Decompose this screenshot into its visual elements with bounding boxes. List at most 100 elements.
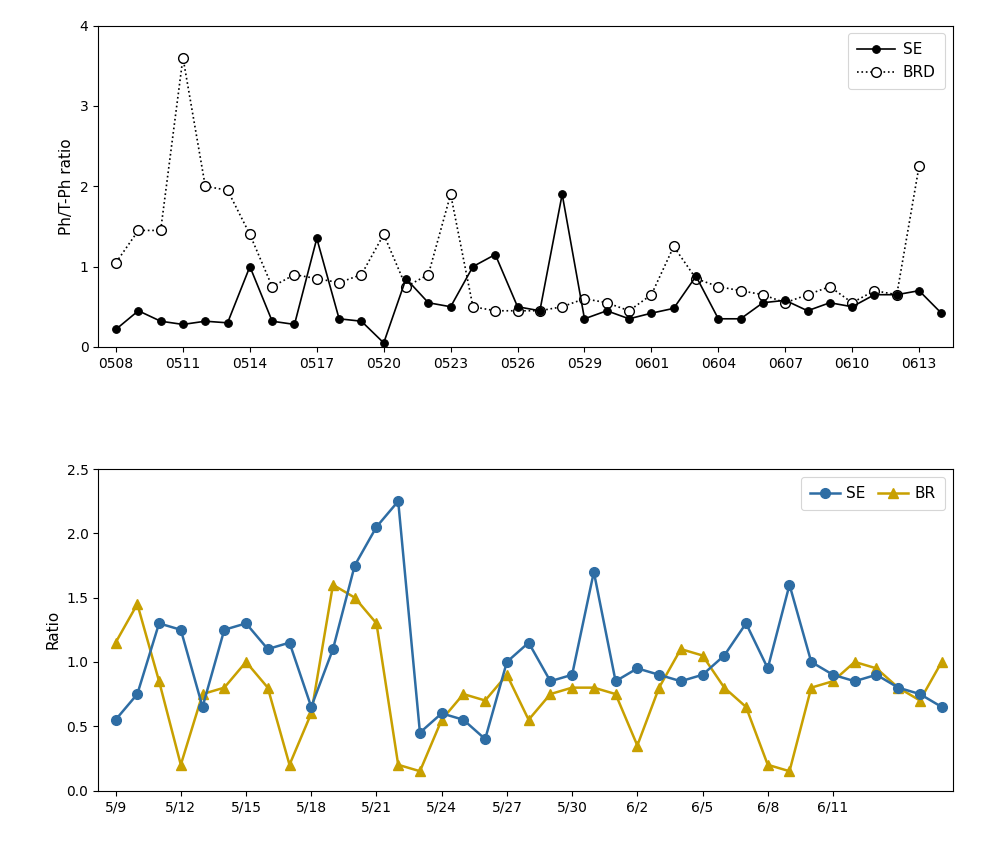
SE — [601, 306, 613, 316]
BR — [110, 638, 122, 648]
BRD — [891, 290, 902, 300]
SE — [110, 715, 122, 725]
Line: BRD: BRD — [111, 53, 924, 315]
BR — [588, 683, 600, 693]
BRD — [110, 258, 122, 268]
BRD — [645, 290, 657, 300]
SE — [262, 644, 274, 654]
BR — [631, 740, 643, 751]
BR — [522, 715, 534, 725]
BRD — [801, 290, 813, 300]
BRD — [690, 274, 702, 284]
SE — [891, 290, 902, 300]
BRD — [244, 230, 255, 240]
BR — [327, 580, 339, 590]
SE — [784, 580, 795, 590]
Line: BR: BR — [111, 580, 947, 776]
SE — [400, 274, 411, 284]
BR — [871, 663, 883, 673]
SE — [914, 689, 926, 700]
SE — [735, 314, 746, 324]
SE — [458, 715, 469, 725]
SE — [556, 190, 568, 200]
SE — [436, 708, 448, 718]
Legend: SE, BR: SE, BR — [800, 477, 945, 510]
SE — [155, 316, 167, 326]
SE — [177, 320, 189, 330]
SE — [696, 670, 708, 680]
BR — [936, 657, 948, 667]
SE — [805, 657, 817, 667]
BR — [567, 683, 578, 693]
BRD — [266, 281, 278, 292]
SE — [244, 262, 255, 272]
SE — [893, 683, 904, 693]
SE — [846, 302, 858, 312]
BRD — [378, 230, 390, 240]
SE — [801, 306, 813, 316]
BRD — [222, 185, 234, 196]
BR — [479, 695, 491, 706]
SE — [414, 728, 426, 738]
BR — [241, 657, 252, 667]
BR — [305, 708, 317, 718]
BRD — [467, 302, 479, 312]
BR — [392, 760, 404, 770]
BR — [696, 650, 708, 660]
SE — [645, 308, 657, 318]
SE — [110, 324, 122, 334]
BRD — [534, 306, 546, 316]
SE — [522, 638, 534, 648]
SE — [501, 657, 513, 667]
SE — [289, 320, 300, 330]
SE — [333, 314, 345, 324]
SE — [690, 271, 702, 281]
BRD — [355, 269, 367, 280]
BRD — [601, 298, 613, 308]
BR — [132, 599, 143, 609]
BRD — [556, 302, 568, 312]
SE — [868, 290, 880, 300]
Y-axis label: Ratio: Ratio — [46, 610, 61, 649]
BRD — [578, 293, 590, 303]
SE — [719, 650, 731, 660]
SE — [624, 314, 635, 324]
BR — [914, 695, 926, 706]
BRD — [780, 298, 791, 308]
SE — [422, 298, 434, 308]
SE — [222, 318, 234, 328]
BRD — [757, 290, 769, 300]
SE — [266, 316, 278, 326]
SE — [327, 644, 339, 654]
BR — [153, 676, 165, 686]
SE — [567, 670, 578, 680]
BR — [196, 689, 208, 700]
SE — [534, 306, 546, 316]
SE — [370, 522, 382, 532]
SE — [218, 625, 230, 635]
BR — [893, 683, 904, 693]
Line: SE: SE — [112, 190, 946, 347]
BR — [848, 657, 860, 667]
BR — [740, 702, 752, 712]
SE — [610, 676, 622, 686]
BRD — [333, 278, 345, 288]
SE — [199, 316, 211, 326]
SE — [175, 625, 187, 635]
BRD — [712, 281, 724, 292]
BRD — [289, 269, 300, 280]
SE — [392, 496, 404, 507]
SE — [668, 303, 680, 314]
SE — [848, 676, 860, 686]
BR — [610, 689, 622, 700]
BR — [218, 683, 230, 693]
SE — [757, 298, 769, 308]
SE — [544, 676, 556, 686]
BR — [719, 683, 731, 693]
BRD — [422, 269, 434, 280]
SE — [196, 702, 208, 712]
SE — [871, 670, 883, 680]
BRD — [311, 274, 323, 284]
SE — [284, 638, 296, 648]
BRD — [512, 306, 523, 316]
